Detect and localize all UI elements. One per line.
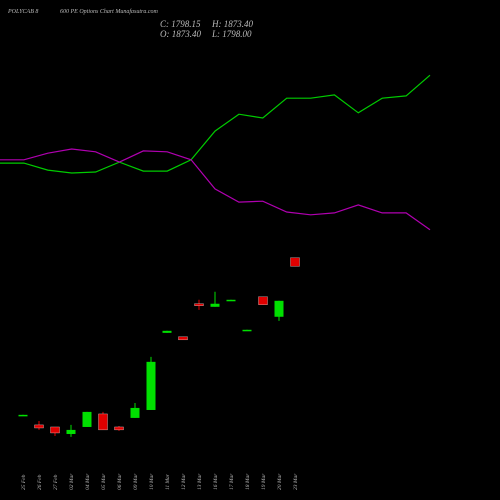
x-tick-label: 12 Mar [181,473,187,490]
candle-body [162,330,172,333]
x-tick-label: 13 Mar [197,473,203,490]
x-tick-label: 04 Mar [84,473,91,490]
x-tick-label: 18 Mar [245,473,251,490]
x-tick-label: 17 Mar [229,473,235,490]
close-info: C: 1798.15 [160,19,201,29]
x-tick-label: 05 Mar [101,473,107,490]
candle-body [274,300,284,317]
candle-body [290,257,300,267]
candle-body [210,303,220,307]
candle-body [66,429,76,434]
candle-body [226,299,236,302]
x-tick-label: 19 Mar [261,473,267,490]
x-tick-label: 20 Mar [277,473,283,490]
x-tick-label: 06 Mar [117,473,123,490]
chart-subtitle: 600 PE Options Chart Munafasutra.com [60,8,159,15]
high-info: H: 1873.40 [211,19,253,29]
candle-body [146,361,156,410]
x-tick-label: 23 Mar [293,473,299,490]
candle-body [130,407,140,418]
x-tick-label: 26 Feb [37,474,43,490]
candle-body [178,336,188,341]
candle-body [98,413,108,431]
candle-body [194,303,204,306]
x-tick-label: 09 Mar [133,473,139,490]
candle-body [82,411,92,427]
chart-title: POLYCAB 8 [7,9,38,15]
indicator-line [0,148,431,231]
x-tick-label: 27 Feb [53,474,59,490]
candle-body [114,426,124,431]
candle-body [258,296,268,305]
low-info: L: 1798.00 [211,29,252,39]
candle-body [242,329,252,332]
indicator-line [0,74,431,174]
x-tick-label: 16 Mar [213,473,219,490]
candle-body [18,414,28,417]
candle-body [50,426,60,434]
x-tick-label: 25 Feb [21,474,27,490]
candle-body [34,424,44,429]
open-info: O: 1873.40 [160,29,201,39]
x-tick-label: 10 Mar [149,473,155,490]
x-tick-label: 11 Mar [165,473,171,490]
x-tick-label: 02 Mar [69,473,75,490]
